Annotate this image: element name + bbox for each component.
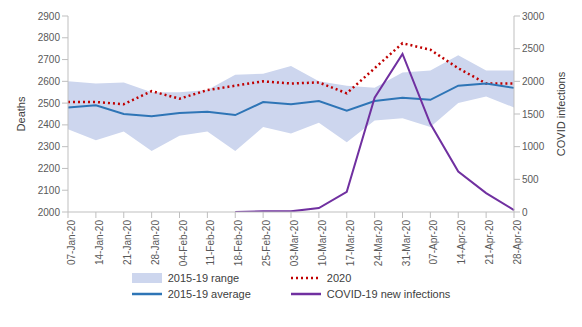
html-text:2015-19 average: 2015-19 average [167, 288, 251, 300]
svg-text:07-Jan-20: 07-Jan-20 [66, 220, 77, 265]
svg-text:2300: 2300 [38, 141, 61, 152]
svg-text:10-Mar-20: 10-Mar-20 [317, 220, 328, 267]
svg-text:07-Apr-20: 07-Apr-20 [428, 220, 439, 265]
svg-text:1500: 1500 [522, 109, 545, 120]
svg-text:17-Mar-20: 17-Mar-20 [345, 220, 356, 267]
svg-text:Deaths: Deaths [15, 96, 27, 131]
svg-text:31-Mar-20: 31-Mar-20 [401, 220, 412, 267]
svg-text:COVID infections: COVID infections [555, 71, 567, 156]
svg-text:28-Apr-20: 28-Apr-20 [512, 220, 523, 265]
svg-text:2200: 2200 [38, 163, 61, 174]
svg-text:2500: 2500 [522, 43, 545, 54]
svg-text:03-Mar-20: 03-Mar-20 [289, 220, 300, 267]
svg-text:2500: 2500 [38, 98, 61, 109]
svg-text:2000: 2000 [522, 76, 545, 87]
html-text:2015-19 range: 2015-19 range [167, 272, 240, 284]
svg-text:04-Feb-20: 04-Feb-20 [178, 220, 189, 267]
svg-text:25-Feb-20: 25-Feb-20 [261, 220, 272, 267]
svg-text:3000: 3000 [522, 11, 545, 22]
svg-text:18-Feb-20: 18-Feb-20 [233, 220, 244, 267]
svg-text:2100: 2100 [38, 185, 61, 196]
svg-text:21-Jan-20: 21-Jan-20 [122, 220, 133, 265]
svg-text:2800: 2800 [38, 32, 61, 43]
svg-text:14-Jan-20: 14-Jan-20 [94, 220, 105, 265]
html-text:2020: 2020 [326, 272, 352, 284]
svg-text:14-Apr-20: 14-Apr-20 [456, 220, 467, 265]
svg-text:2900: 2900 [38, 11, 61, 22]
svg-text:500: 500 [522, 174, 539, 185]
svg-text:2600: 2600 [38, 76, 61, 87]
svg-text:1000: 1000 [522, 141, 545, 152]
svg-text:24-Mar-20: 24-Mar-20 [373, 220, 384, 267]
svg-text:2000: 2000 [38, 207, 61, 218]
svg-text:21-Apr-20: 21-Apr-20 [484, 220, 495, 265]
svg-text:28-Jan-20: 28-Jan-20 [150, 220, 161, 265]
svg-text:11-Feb-20: 11-Feb-20 [205, 220, 216, 266]
svg-text:2400: 2400 [38, 119, 61, 130]
html-text:COVID-19 new infections: COVID-19 new infections [326, 288, 451, 300]
svg-text:2700: 2700 [38, 54, 61, 65]
svg-text:0: 0 [522, 207, 528, 218]
